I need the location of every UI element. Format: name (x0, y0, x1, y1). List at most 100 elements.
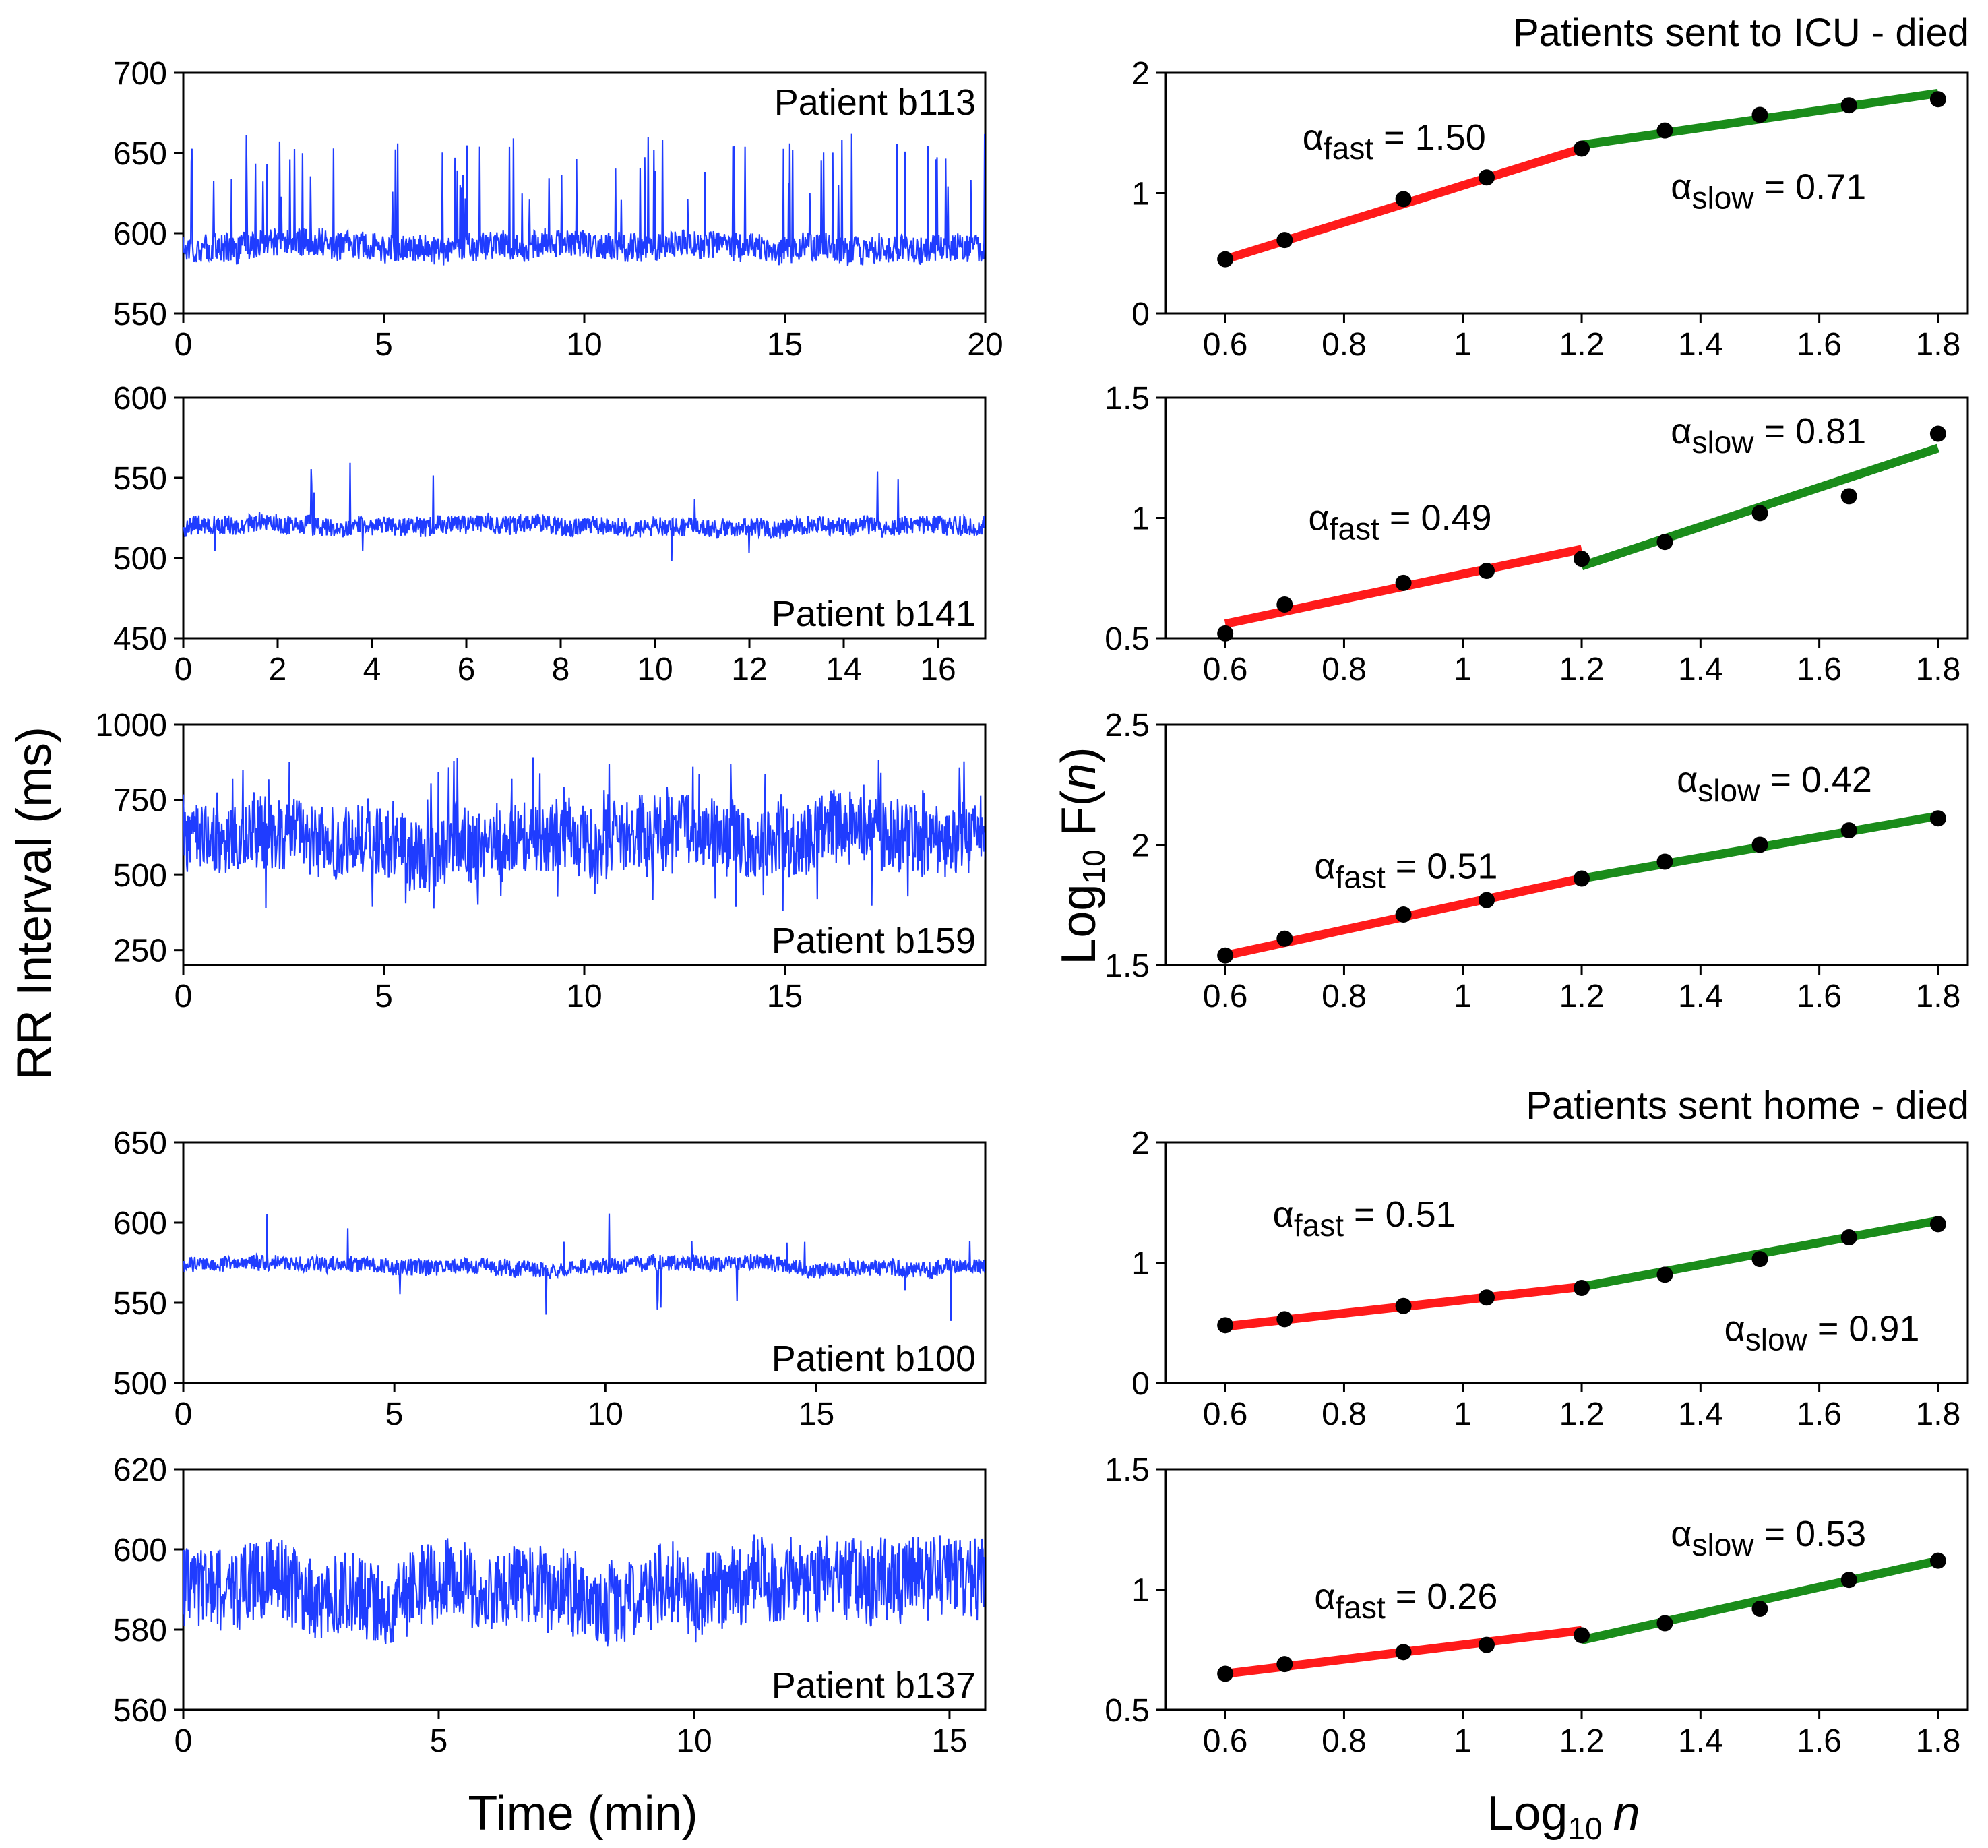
x-tick-label: 5 (385, 1396, 404, 1432)
data-point (1840, 1229, 1857, 1246)
data-point (1479, 563, 1495, 580)
y-tick-label: 600 (113, 1533, 167, 1568)
data-point (1217, 1665, 1234, 1682)
x-tick-label: 1.2 (1559, 1396, 1605, 1432)
dfa-panel: 0.6 0.8 1 1.2 1.4 1.6 1.8 0 1 2 αfast = 1.50 αslow … (1131, 56, 1969, 363)
dfa-panel: 0.6 0.8 1 1.2 1.4 1.6 1.8 0 1 2 αfast = 0.51 αslow … (1131, 1126, 1969, 1432)
y-tick-label: 750 (113, 783, 167, 819)
x-tick-label: 15 (799, 1396, 834, 1432)
x-tick-label: 8 (552, 652, 570, 687)
data-point (1574, 1279, 1590, 1296)
data-point (1217, 251, 1234, 268)
x-tick-label: 0 (175, 327, 193, 363)
x-tick-label: 0.8 (1322, 1396, 1367, 1432)
data-point (1276, 232, 1293, 249)
left-y-axis-label: RR Interval (ms) (7, 727, 61, 1080)
x-tick-label: 0 (175, 1396, 193, 1432)
right-y-axis-label: Log10 F(n) (1052, 747, 1111, 964)
x-tick-label: 0.8 (1322, 652, 1367, 687)
x-tick-label: 1.6 (1797, 1396, 1842, 1432)
x-tick-label: 1.4 (1678, 1723, 1723, 1759)
y-tick-label: 620 (113, 1452, 167, 1488)
x-tick-label: 0.6 (1203, 1723, 1248, 1759)
x-tick-label: 1.4 (1678, 652, 1723, 687)
x-tick-label: 1.4 (1678, 979, 1723, 1014)
x-tick-label: 1.2 (1559, 979, 1605, 1014)
rr-series-line (183, 462, 985, 562)
rr-series-line (183, 1534, 985, 1647)
x-tick-label: 5 (375, 979, 393, 1014)
rr-panel: 0 5 10 15 250 500 750 1000 Patient b159 (95, 708, 987, 1014)
data-point (1217, 1317, 1234, 1334)
x-tick-label: 0.6 (1203, 1396, 1248, 1432)
rr-series-line (183, 133, 985, 266)
group-title-home: Patients sent home - died (1526, 1084, 1969, 1128)
x-tick-label: 14 (826, 652, 861, 687)
y-tick-label: 1 (1131, 1573, 1150, 1609)
data-point (1395, 574, 1412, 591)
data-point (1574, 551, 1590, 567)
y-tick-label: 0.5 (1105, 621, 1150, 657)
x-tick-label: 16 (920, 652, 956, 687)
data-point (1929, 91, 1946, 108)
y-tick-label: 500 (113, 541, 167, 577)
y-tick-label: 1 (1131, 1246, 1150, 1282)
data-point (1395, 1297, 1412, 1314)
y-tick-label: 250 (113, 933, 167, 969)
x-tick-label: 1 (1454, 1396, 1472, 1432)
rr-panel: 0 5 10 15 500 550 600 650 Patient b100 (113, 1126, 987, 1432)
y-tick-label: 1.5 (1105, 1452, 1150, 1488)
x-tick-label: 1.6 (1797, 327, 1842, 363)
data-point (1840, 488, 1857, 505)
data-point (1395, 1644, 1412, 1661)
patient-label: Patient b100 (772, 1338, 976, 1379)
alpha-slow-label: αslow = 0.91 (1725, 1309, 1920, 1357)
data-point (1217, 625, 1234, 642)
plot-frame (1164, 1468, 1969, 1711)
data-point (1751, 106, 1768, 123)
data-point (1840, 1572, 1857, 1589)
x-tick-label: 10 (676, 1723, 712, 1759)
y-tick-label: 1000 (95, 708, 167, 743)
x-tick-label: 1.4 (1678, 327, 1723, 363)
x-tick-label: 1.8 (1916, 1723, 1961, 1759)
data-point (1929, 1552, 1946, 1569)
alpha-slow-label: αslow = 0.42 (1677, 760, 1872, 808)
y-tick-label: 450 (113, 621, 167, 657)
data-point (1929, 810, 1946, 827)
x-tick-label: 0.8 (1322, 979, 1367, 1014)
rr-series-line (183, 757, 985, 911)
data-point (1276, 1656, 1293, 1673)
patient-label: Patient b113 (774, 82, 976, 123)
data-point (1656, 1266, 1673, 1283)
data-point (1574, 140, 1590, 157)
x-tick-label: 0.6 (1203, 327, 1248, 363)
x-tick-label: 5 (430, 1723, 448, 1759)
x-tick-label: 15 (931, 1723, 967, 1759)
data-point (1751, 1601, 1768, 1618)
y-tick-label: 1 (1131, 177, 1150, 212)
right-x-axis-label: Log10 n (1487, 1787, 1640, 1846)
rr-series-line (183, 1213, 985, 1321)
x-tick-label: 1.6 (1797, 1723, 1842, 1759)
x-tick-label: 1 (1454, 979, 1472, 1014)
data-point (1751, 1251, 1768, 1268)
y-tick-label: 600 (113, 1206, 167, 1241)
x-tick-label: 10 (566, 979, 602, 1014)
data-point (1276, 596, 1293, 613)
alpha-fast-label: αfast = 0.49 (1309, 497, 1492, 546)
data-point (1395, 191, 1412, 208)
alpha-slow-label: αslow = 0.53 (1671, 1514, 1866, 1562)
x-tick-label: 0 (175, 1723, 193, 1759)
data-point (1479, 169, 1495, 186)
x-tick-label: 2 (269, 652, 287, 687)
data-point (1929, 425, 1946, 442)
data-point (1574, 1627, 1590, 1644)
x-tick-label: 15 (767, 979, 803, 1014)
y-tick-label: 650 (113, 136, 167, 172)
patient-label: Patient b141 (772, 594, 976, 634)
data-point (1276, 1311, 1293, 1328)
x-tick-label: 0.6 (1203, 979, 1248, 1014)
x-tick-label: 15 (767, 327, 803, 363)
